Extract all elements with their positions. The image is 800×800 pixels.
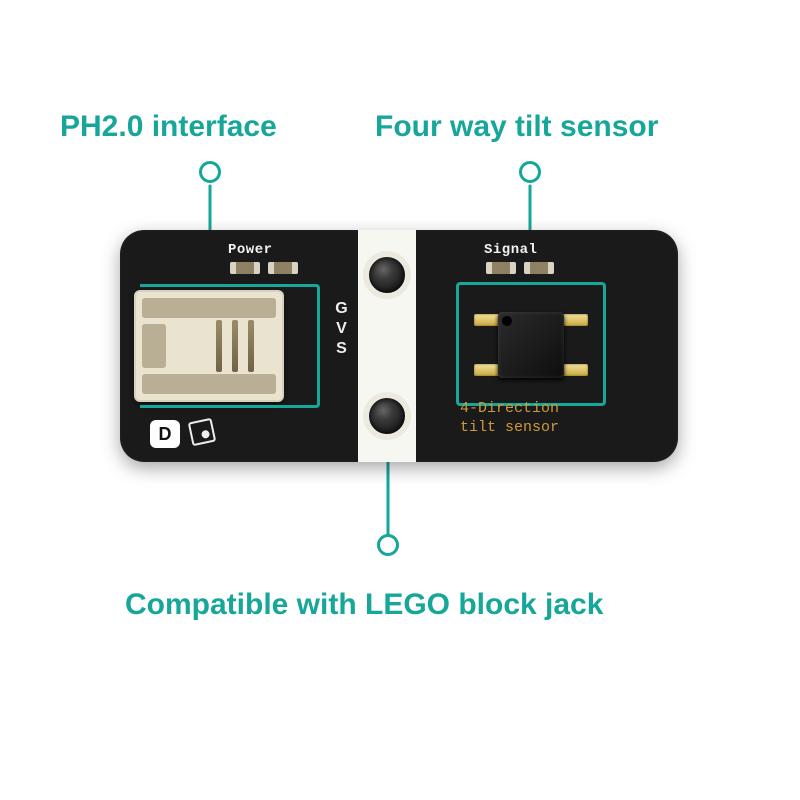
digital-badge: D (150, 420, 180, 448)
chip-pad-bl (474, 364, 500, 376)
silk-gvs: GVS (332, 300, 350, 360)
mounting-hole-bottom (363, 392, 411, 440)
tilt-sensor-chip (498, 312, 564, 378)
chip-pad-tr (562, 314, 588, 326)
silk-power: Power (228, 242, 273, 258)
chip-pad-br (562, 364, 588, 376)
smd-signal-2 (524, 262, 554, 274)
silk-module-line2: tilt sensor (460, 419, 559, 436)
silk-signal: Signal (484, 242, 537, 258)
smd-signal-1 (486, 262, 516, 274)
smd-power-2 (268, 262, 298, 274)
chip-pad-tl (474, 314, 500, 326)
silk-module-line1: 4-Direction (460, 400, 559, 417)
tilt-icon (188, 418, 216, 446)
mounting-hole-top (363, 251, 411, 299)
silk-module-name: 4-Direction tilt sensor (460, 400, 559, 438)
smd-power-1 (230, 262, 260, 274)
ph20-connector (134, 290, 284, 402)
